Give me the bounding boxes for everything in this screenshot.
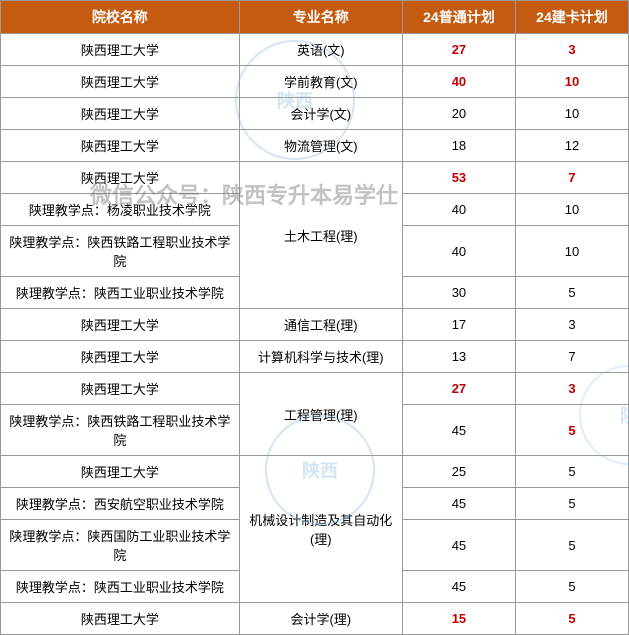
cell-plan2: 5 bbox=[515, 571, 628, 603]
cell-major: 通信工程(理) bbox=[239, 309, 402, 341]
table-row: 陕西理工大学学前教育(文)4010 bbox=[1, 66, 629, 98]
cell-plan1: 53 bbox=[402, 162, 515, 194]
cell-major: 英语(文) bbox=[239, 34, 402, 66]
cell-school: 陕理教学点：杨凌职业技术学院 bbox=[1, 194, 240, 226]
table-body: 陕西理工大学英语(文)273陕西理工大学学前教育(文)4010陕西理工大学会计学… bbox=[1, 34, 629, 635]
cell-school: 陕西理工大学 bbox=[1, 456, 240, 488]
cell-plan1: 25 bbox=[402, 456, 515, 488]
cell-plan1: 18 bbox=[402, 130, 515, 162]
cell-plan1: 40 bbox=[402, 66, 515, 98]
cell-school: 陕理教学点：陕西铁路工程职业技术学院 bbox=[1, 226, 240, 277]
table-row: 陕西理工大学会计学(理)155 bbox=[1, 603, 629, 635]
cell-major: 计算机科学与技术(理) bbox=[239, 341, 402, 373]
cell-plan1: 20 bbox=[402, 98, 515, 130]
cell-plan2: 3 bbox=[515, 309, 628, 341]
cell-school: 陕西理工大学 bbox=[1, 309, 240, 341]
cell-school: 陕理教学点：陕西国防工业职业技术学院 bbox=[1, 520, 240, 571]
header-plan2: 24建卡计划 bbox=[515, 1, 628, 34]
cell-school: 陕西理工大学 bbox=[1, 603, 240, 635]
enrollment-plan-table: 院校名称 专业名称 24普通计划 24建卡计划 陕西理工大学英语(文)273陕西… bbox=[0, 0, 629, 635]
cell-plan2: 5 bbox=[515, 488, 628, 520]
cell-school: 陕西理工大学 bbox=[1, 130, 240, 162]
cell-plan1: 40 bbox=[402, 194, 515, 226]
header-school: 院校名称 bbox=[1, 1, 240, 34]
table-row: 陕西理工大学通信工程(理)173 bbox=[1, 309, 629, 341]
cell-plan1: 27 bbox=[402, 34, 515, 66]
cell-plan2: 10 bbox=[515, 194, 628, 226]
cell-plan2: 10 bbox=[515, 66, 628, 98]
table-row: 陕西理工大学机械设计制造及其自动化(理)255 bbox=[1, 456, 629, 488]
table-row: 陕西理工大学土木工程(理)537 bbox=[1, 162, 629, 194]
cell-major: 物流管理(文) bbox=[239, 130, 402, 162]
cell-plan2: 5 bbox=[515, 277, 628, 309]
cell-plan1: 15 bbox=[402, 603, 515, 635]
cell-plan1: 40 bbox=[402, 226, 515, 277]
cell-school: 陕西理工大学 bbox=[1, 341, 240, 373]
cell-plan2: 5 bbox=[515, 405, 628, 456]
cell-school: 陕理教学点：陕西工业职业技术学院 bbox=[1, 571, 240, 603]
cell-plan2: 5 bbox=[515, 520, 628, 571]
table-row: 陕西理工大学计算机科学与技术(理)137 bbox=[1, 341, 629, 373]
cell-school: 陕西理工大学 bbox=[1, 66, 240, 98]
cell-plan1: 17 bbox=[402, 309, 515, 341]
cell-plan1: 45 bbox=[402, 488, 515, 520]
table-row: 陕西理工大学会计学(文)2010 bbox=[1, 98, 629, 130]
table-row: 陕西理工大学英语(文)273 bbox=[1, 34, 629, 66]
cell-major: 学前教育(文) bbox=[239, 66, 402, 98]
cell-plan1: 30 bbox=[402, 277, 515, 309]
table-row: 陕西理工大学工程管理(理)273 bbox=[1, 373, 629, 405]
cell-plan2: 3 bbox=[515, 373, 628, 405]
cell-major: 会计学(文) bbox=[239, 98, 402, 130]
cell-plan2: 3 bbox=[515, 34, 628, 66]
cell-school: 陕理教学点：西安航空职业技术学院 bbox=[1, 488, 240, 520]
cell-plan1: 45 bbox=[402, 405, 515, 456]
header-major: 专业名称 bbox=[239, 1, 402, 34]
cell-plan2: 12 bbox=[515, 130, 628, 162]
cell-major: 工程管理(理) bbox=[239, 373, 402, 456]
cell-plan1: 27 bbox=[402, 373, 515, 405]
cell-school: 陕西理工大学 bbox=[1, 34, 240, 66]
cell-plan2: 7 bbox=[515, 341, 628, 373]
header-plan1: 24普通计划 bbox=[402, 1, 515, 34]
cell-plan2: 10 bbox=[515, 98, 628, 130]
cell-school: 陕理教学点：陕西铁路工程职业技术学院 bbox=[1, 405, 240, 456]
table-row: 陕西理工大学物流管理(文)1812 bbox=[1, 130, 629, 162]
table-header-row: 院校名称 专业名称 24普通计划 24建卡计划 bbox=[1, 1, 629, 34]
cell-plan2: 5 bbox=[515, 603, 628, 635]
cell-major: 会计学(理) bbox=[239, 603, 402, 635]
cell-major: 机械设计制造及其自动化(理) bbox=[239, 456, 402, 603]
cell-plan2: 7 bbox=[515, 162, 628, 194]
cell-plan2: 10 bbox=[515, 226, 628, 277]
cell-school: 陕西理工大学 bbox=[1, 162, 240, 194]
cell-plan1: 45 bbox=[402, 571, 515, 603]
cell-major: 土木工程(理) bbox=[239, 162, 402, 309]
cell-plan2: 5 bbox=[515, 456, 628, 488]
cell-school: 陕理教学点：陕西工业职业技术学院 bbox=[1, 277, 240, 309]
cell-plan1: 13 bbox=[402, 341, 515, 373]
cell-school: 陕西理工大学 bbox=[1, 98, 240, 130]
cell-school: 陕西理工大学 bbox=[1, 373, 240, 405]
cell-plan1: 45 bbox=[402, 520, 515, 571]
